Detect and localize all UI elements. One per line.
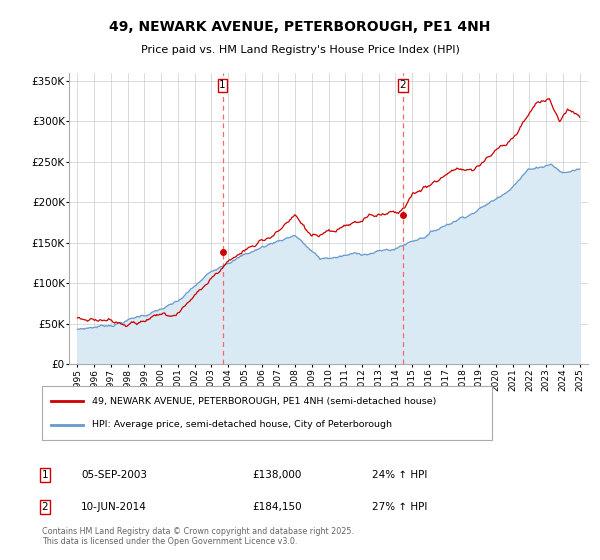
- Text: 27% ↑ HPI: 27% ↑ HPI: [372, 502, 427, 512]
- Text: £138,000: £138,000: [252, 470, 301, 480]
- Text: 24% ↑ HPI: 24% ↑ HPI: [372, 470, 427, 480]
- Text: Price paid vs. HM Land Registry's House Price Index (HPI): Price paid vs. HM Land Registry's House …: [140, 45, 460, 55]
- Text: 1: 1: [219, 80, 226, 90]
- Text: 2: 2: [400, 80, 406, 90]
- Text: 10-JUN-2014: 10-JUN-2014: [81, 502, 147, 512]
- Text: Contains HM Land Registry data © Crown copyright and database right 2025.
This d: Contains HM Land Registry data © Crown c…: [42, 526, 354, 546]
- Text: 1: 1: [41, 470, 49, 480]
- Text: 49, NEWARK AVENUE, PETERBOROUGH, PE1 4NH: 49, NEWARK AVENUE, PETERBOROUGH, PE1 4NH: [109, 20, 491, 34]
- Text: 49, NEWARK AVENUE, PETERBOROUGH, PE1 4NH (semi-detached house): 49, NEWARK AVENUE, PETERBOROUGH, PE1 4NH…: [92, 397, 436, 406]
- Text: 05-SEP-2003: 05-SEP-2003: [81, 470, 147, 480]
- Text: HPI: Average price, semi-detached house, City of Peterborough: HPI: Average price, semi-detached house,…: [92, 420, 392, 429]
- Text: £184,150: £184,150: [252, 502, 302, 512]
- FancyBboxPatch shape: [42, 386, 492, 440]
- Text: 2: 2: [41, 502, 49, 512]
